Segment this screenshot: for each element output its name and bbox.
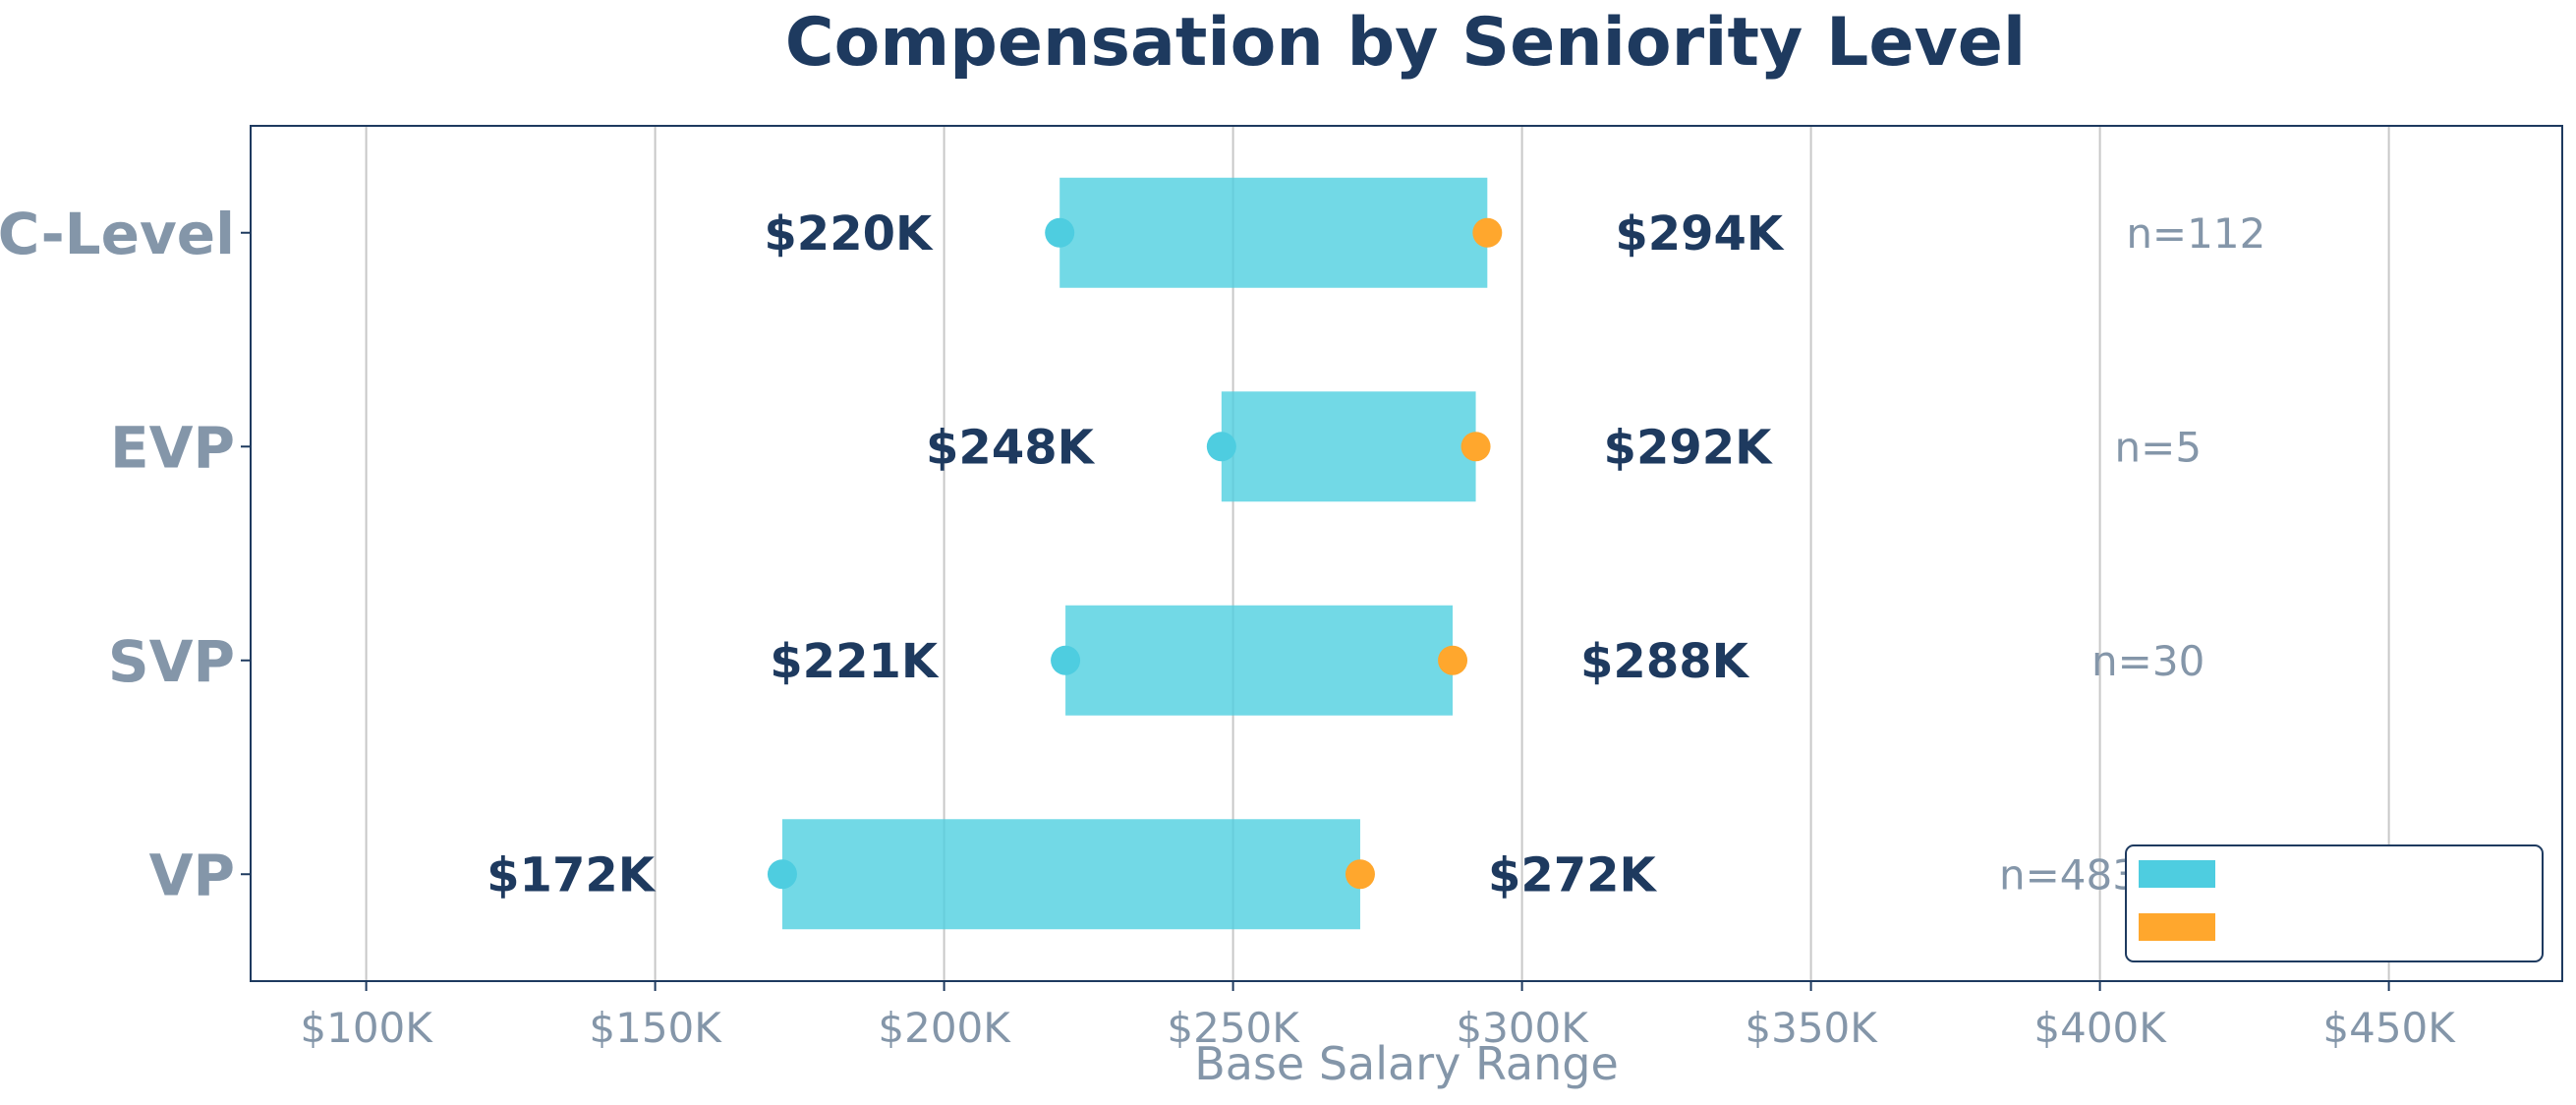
- range-bar: [1065, 605, 1454, 716]
- range-bar: [1221, 391, 1476, 502]
- x-tick-label: $350K: [1745, 1004, 1878, 1052]
- legend-swatch-max: [2139, 913, 2215, 941]
- min-marker: [1051, 645, 1081, 675]
- legend-box: [2125, 844, 2544, 962]
- legend-swatch-min: [2139, 860, 2215, 888]
- max-value-label: $272K: [1488, 847, 1658, 902]
- plot-frame: [250, 125, 2563, 982]
- x-tick-label: $450K: [2322, 1004, 2456, 1052]
- range-bar: [781, 819, 1360, 930]
- range-bars: [781, 177, 1488, 930]
- max-marker: [1460, 432, 1491, 462]
- x-axis: $100K $150K $200K $250K $300K $350K $400K $450K: [300, 981, 2456, 1052]
- x-tick-label: $250K: [1167, 1004, 1300, 1052]
- value-labels: $220K $294K n=112 $248K $292K n=5 $221K $288K n=…: [487, 206, 2265, 903]
- min-marker: [1206, 432, 1236, 462]
- min-value-label: $221K: [770, 634, 940, 689]
- min-marker: [1045, 217, 1075, 248]
- x-tick-label: $100K: [300, 1004, 433, 1052]
- y-axis: C-Level EVP SVP VP: [0, 201, 251, 908]
- max-marker: [1438, 645, 1468, 675]
- count-label: n=30: [2091, 637, 2204, 685]
- range-bar: [1059, 177, 1488, 288]
- min-value-label: $220K: [764, 206, 934, 262]
- legend: [2125, 844, 2544, 962]
- max-marker: [1472, 217, 1503, 248]
- x-tick-label: $300K: [1456, 1004, 1589, 1052]
- max-marker: [1345, 859, 1375, 890]
- count-label: n=5: [2115, 423, 2203, 471]
- y-tick-label: SVP: [108, 628, 235, 695]
- count-label: n=483: [1999, 850, 2139, 899]
- x-axis-label: Base Salary Range: [1194, 1037, 1619, 1090]
- max-value-label: $288K: [1580, 634, 1750, 689]
- y-tick-label: VP: [149, 842, 235, 908]
- min-value-label: $172K: [487, 847, 657, 902]
- markers: [767, 217, 1503, 890]
- x-tick-label: $200K: [878, 1004, 1011, 1052]
- min-marker: [767, 859, 797, 890]
- x-tick-label: $150K: [589, 1004, 722, 1052]
- y-tick-label: C-Level: [0, 201, 235, 267]
- chart-title: Compensation by Seniority Level: [785, 4, 2026, 82]
- x-tick-label: $400K: [2033, 1004, 2167, 1052]
- max-value-label: $292K: [1604, 420, 1774, 475]
- max-value-label: $294K: [1615, 206, 1785, 262]
- min-value-label: $248K: [926, 420, 1096, 475]
- count-label: n=112: [2126, 209, 2265, 258]
- y-tick-label: EVP: [110, 414, 235, 481]
